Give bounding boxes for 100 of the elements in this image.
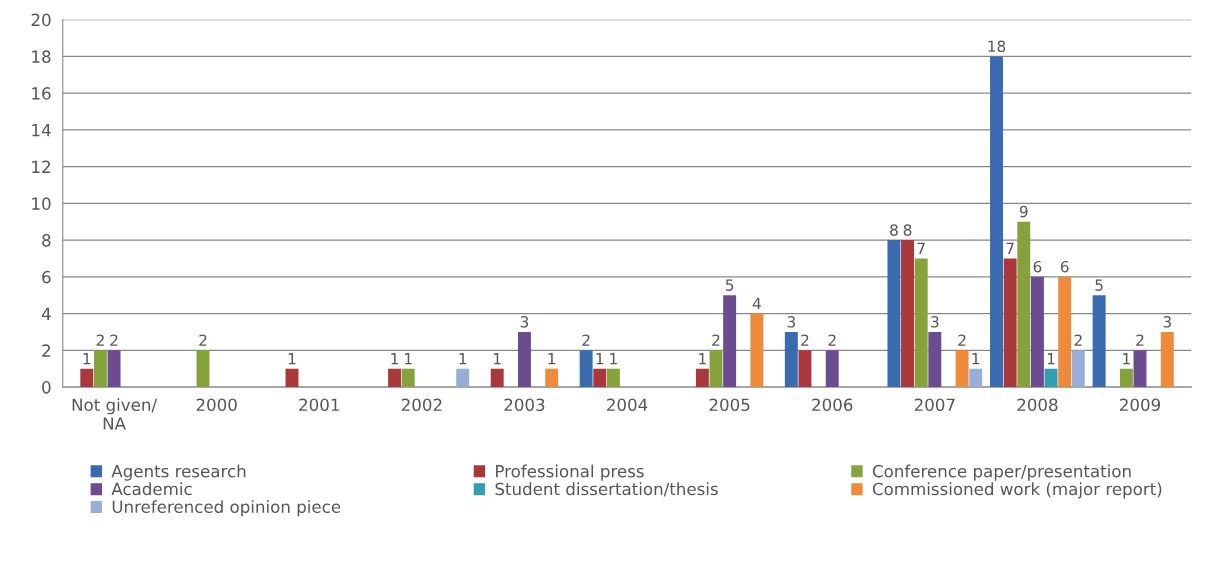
bar [1133, 350, 1147, 388]
bar [1003, 258, 1017, 388]
bar [1030, 276, 1044, 388]
data-label: 1 [1047, 353, 1055, 365]
bar [887, 240, 901, 388]
data-label: 3 [931, 316, 939, 328]
bar [750, 313, 764, 388]
data-label: 1 [610, 353, 617, 365]
bar [955, 350, 969, 388]
data-label: 8 [890, 224, 898, 236]
y-tick-label: 20 [31, 13, 51, 27]
legend-label: Student dissertation/thesis [495, 482, 718, 497]
legend-label: Commissioned work (major report) [872, 482, 1162, 499]
bar [1044, 368, 1058, 388]
data-label: 2 [96, 334, 104, 346]
data-label: 1 [972, 353, 980, 365]
bar [606, 368, 620, 388]
x-tick-label: Not given/ NA [72, 398, 158, 430]
bar [490, 368, 504, 388]
data-label: 2 [958, 334, 966, 346]
bar [285, 368, 299, 388]
x-tick-label: 2003 [504, 398, 545, 412]
data-label: 18 [988, 40, 1006, 53]
bar [695, 368, 709, 388]
legend-label: Academic [111, 482, 192, 496]
data-label: 5 [1095, 279, 1103, 291]
data-label: 1 [459, 353, 467, 365]
data-label: 2 [801, 334, 809, 346]
y-tick-label: 8 [42, 234, 51, 247]
bar [1058, 276, 1072, 388]
data-label: 1 [596, 353, 604, 365]
legend-label: Professional press [496, 464, 644, 481]
bar [1160, 331, 1174, 388]
bar [196, 350, 210, 388]
data-label: 6 [1033, 260, 1042, 273]
bar [388, 368, 402, 388]
data-label: 3 [1163, 316, 1171, 328]
bar [709, 350, 723, 388]
data-label: 7 [917, 242, 925, 254]
y-tick-label: 14 [32, 124, 51, 137]
data-label: 1 [699, 353, 706, 365]
y-tick-label: 12 [32, 160, 50, 173]
bar [969, 368, 983, 388]
legend-label: Unreferenced opinion piece [112, 500, 341, 517]
x-tick-label: 2008 [1017, 398, 1058, 412]
data-label: 2 [110, 334, 118, 346]
y-tick-label: 10 [32, 197, 51, 210]
data-label: 9 [1019, 205, 1028, 218]
legend-label: Agents research [111, 464, 246, 481]
data-label: 1 [83, 353, 91, 365]
bar [723, 295, 737, 388]
bar [579, 350, 593, 388]
bar [593, 368, 607, 388]
data-label: 4 [752, 297, 761, 310]
y-tick-label: 2 [42, 344, 50, 357]
x-tick-label: 2006 [812, 398, 853, 412]
data-label: 1 [548, 353, 556, 365]
bar [1092, 295, 1106, 388]
x-tick-label: 2001 [299, 398, 339, 412]
data-label: 2 [199, 334, 207, 346]
y-tick-label: 18 [32, 50, 51, 63]
bar [784, 331, 798, 388]
x-tick-label: 2009 [1120, 398, 1161, 412]
data-label: 1 [405, 353, 412, 365]
x-tick-label: 2007 [914, 398, 955, 412]
data-label: 5 [725, 279, 734, 291]
data-label: 6 [1060, 260, 1069, 273]
data-label: 1 [494, 353, 501, 365]
bar [825, 350, 839, 388]
y-tick-label: 6 [42, 270, 51, 284]
data-label: 2 [1074, 334, 1082, 346]
data-label: 8 [903, 224, 912, 236]
bar [914, 258, 928, 388]
data-label: 3 [787, 316, 795, 328]
x-tick-label: 2002 [401, 398, 442, 412]
bar [1119, 368, 1133, 388]
bar [107, 350, 121, 388]
data-label: 2 [712, 334, 720, 346]
data-label: 2 [1136, 334, 1144, 346]
x-tick-label: 2004 [607, 398, 648, 412]
bar [80, 368, 94, 388]
y-tick-label: 4 [41, 307, 51, 320]
bar [545, 368, 559, 388]
bar [456, 368, 470, 388]
x-tick-label: 2000 [196, 398, 237, 412]
bar [517, 331, 531, 388]
bar [798, 350, 812, 388]
data-label: 3 [520, 316, 529, 328]
bar [93, 350, 107, 388]
data-label: 2 [582, 334, 590, 346]
bar [1017, 221, 1031, 388]
bar [401, 368, 415, 388]
data-label: 1 [1123, 353, 1130, 365]
x-tick-label: 2005 [709, 398, 750, 412]
bar [901, 240, 915, 388]
y-tick-label: 16 [32, 87, 51, 100]
legend-label: Conference paper/presentation [872, 464, 1131, 481]
data-label: 1 [288, 353, 296, 365]
bar [928, 331, 942, 388]
bar [990, 56, 1003, 388]
